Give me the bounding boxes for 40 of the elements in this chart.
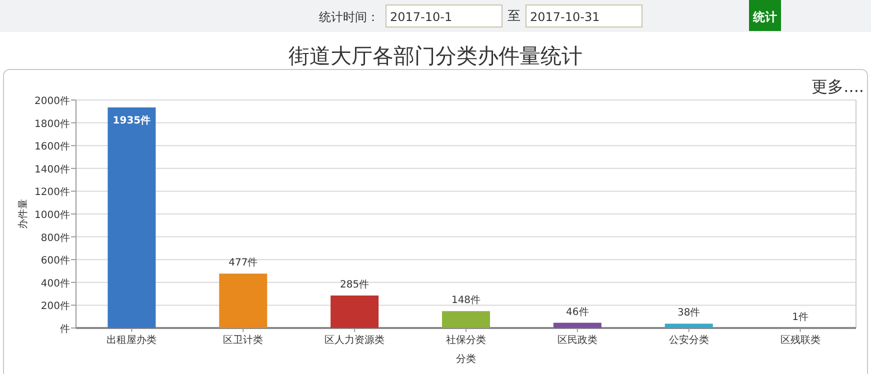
y-tick-label: 600件 [40,256,70,267]
text: 更多.... [812,77,864,96]
bar [330,296,379,328]
bar [664,324,713,328]
bar [108,107,156,328]
y-tick-label: 件 [60,324,70,335]
y-tick-label: 1600件 [34,142,70,153]
y-axis-title: 办件量 [17,199,29,229]
data-label: 477件 [228,258,258,269]
y-tick-label: 1200件 [34,187,70,198]
x-axis-title: 分类 [456,353,476,365]
text: 2017-10-31 [530,10,600,24]
data-label: 285件 [340,280,370,291]
text: 至 [508,9,520,24]
text: 统计 [752,10,777,24]
y-tick-label: 400件 [40,278,70,290]
x-tick-label: 区民政类 [557,334,598,346]
y-tick-label: 1400件 [34,164,70,176]
y-tick-label: 2000件 [34,96,70,107]
y-tick-label: 1000件 [34,210,70,221]
bar [442,311,490,328]
y-tick-label: 200件 [40,301,70,312]
y-tick-label: 1800件 [34,118,70,130]
data-label: 1935件 [112,114,151,126]
y-tick-label: 800件 [40,232,70,244]
bar [219,274,268,328]
data-label: 38件 [677,308,700,319]
x-tick-label: 区卫计类 [223,334,264,346]
chart-title: 街道大厅各部门分类办件量统计 [288,44,582,68]
data-label: 148件 [451,295,481,306]
x-tick-label: 区残联类 [780,334,820,346]
data-label: 46件 [566,306,589,318]
data-label: 1件 [792,312,808,323]
x-tick-label: 出租屋办类 [106,334,157,346]
bar [553,322,602,328]
text: 2017-10-1 [390,10,452,24]
x-tick-label: 公安分类 [668,334,709,346]
text: 统计时间： [319,10,379,24]
x-tick-label: 区人力资源类 [324,334,385,346]
x-tick-label: 社保分类 [446,334,486,346]
